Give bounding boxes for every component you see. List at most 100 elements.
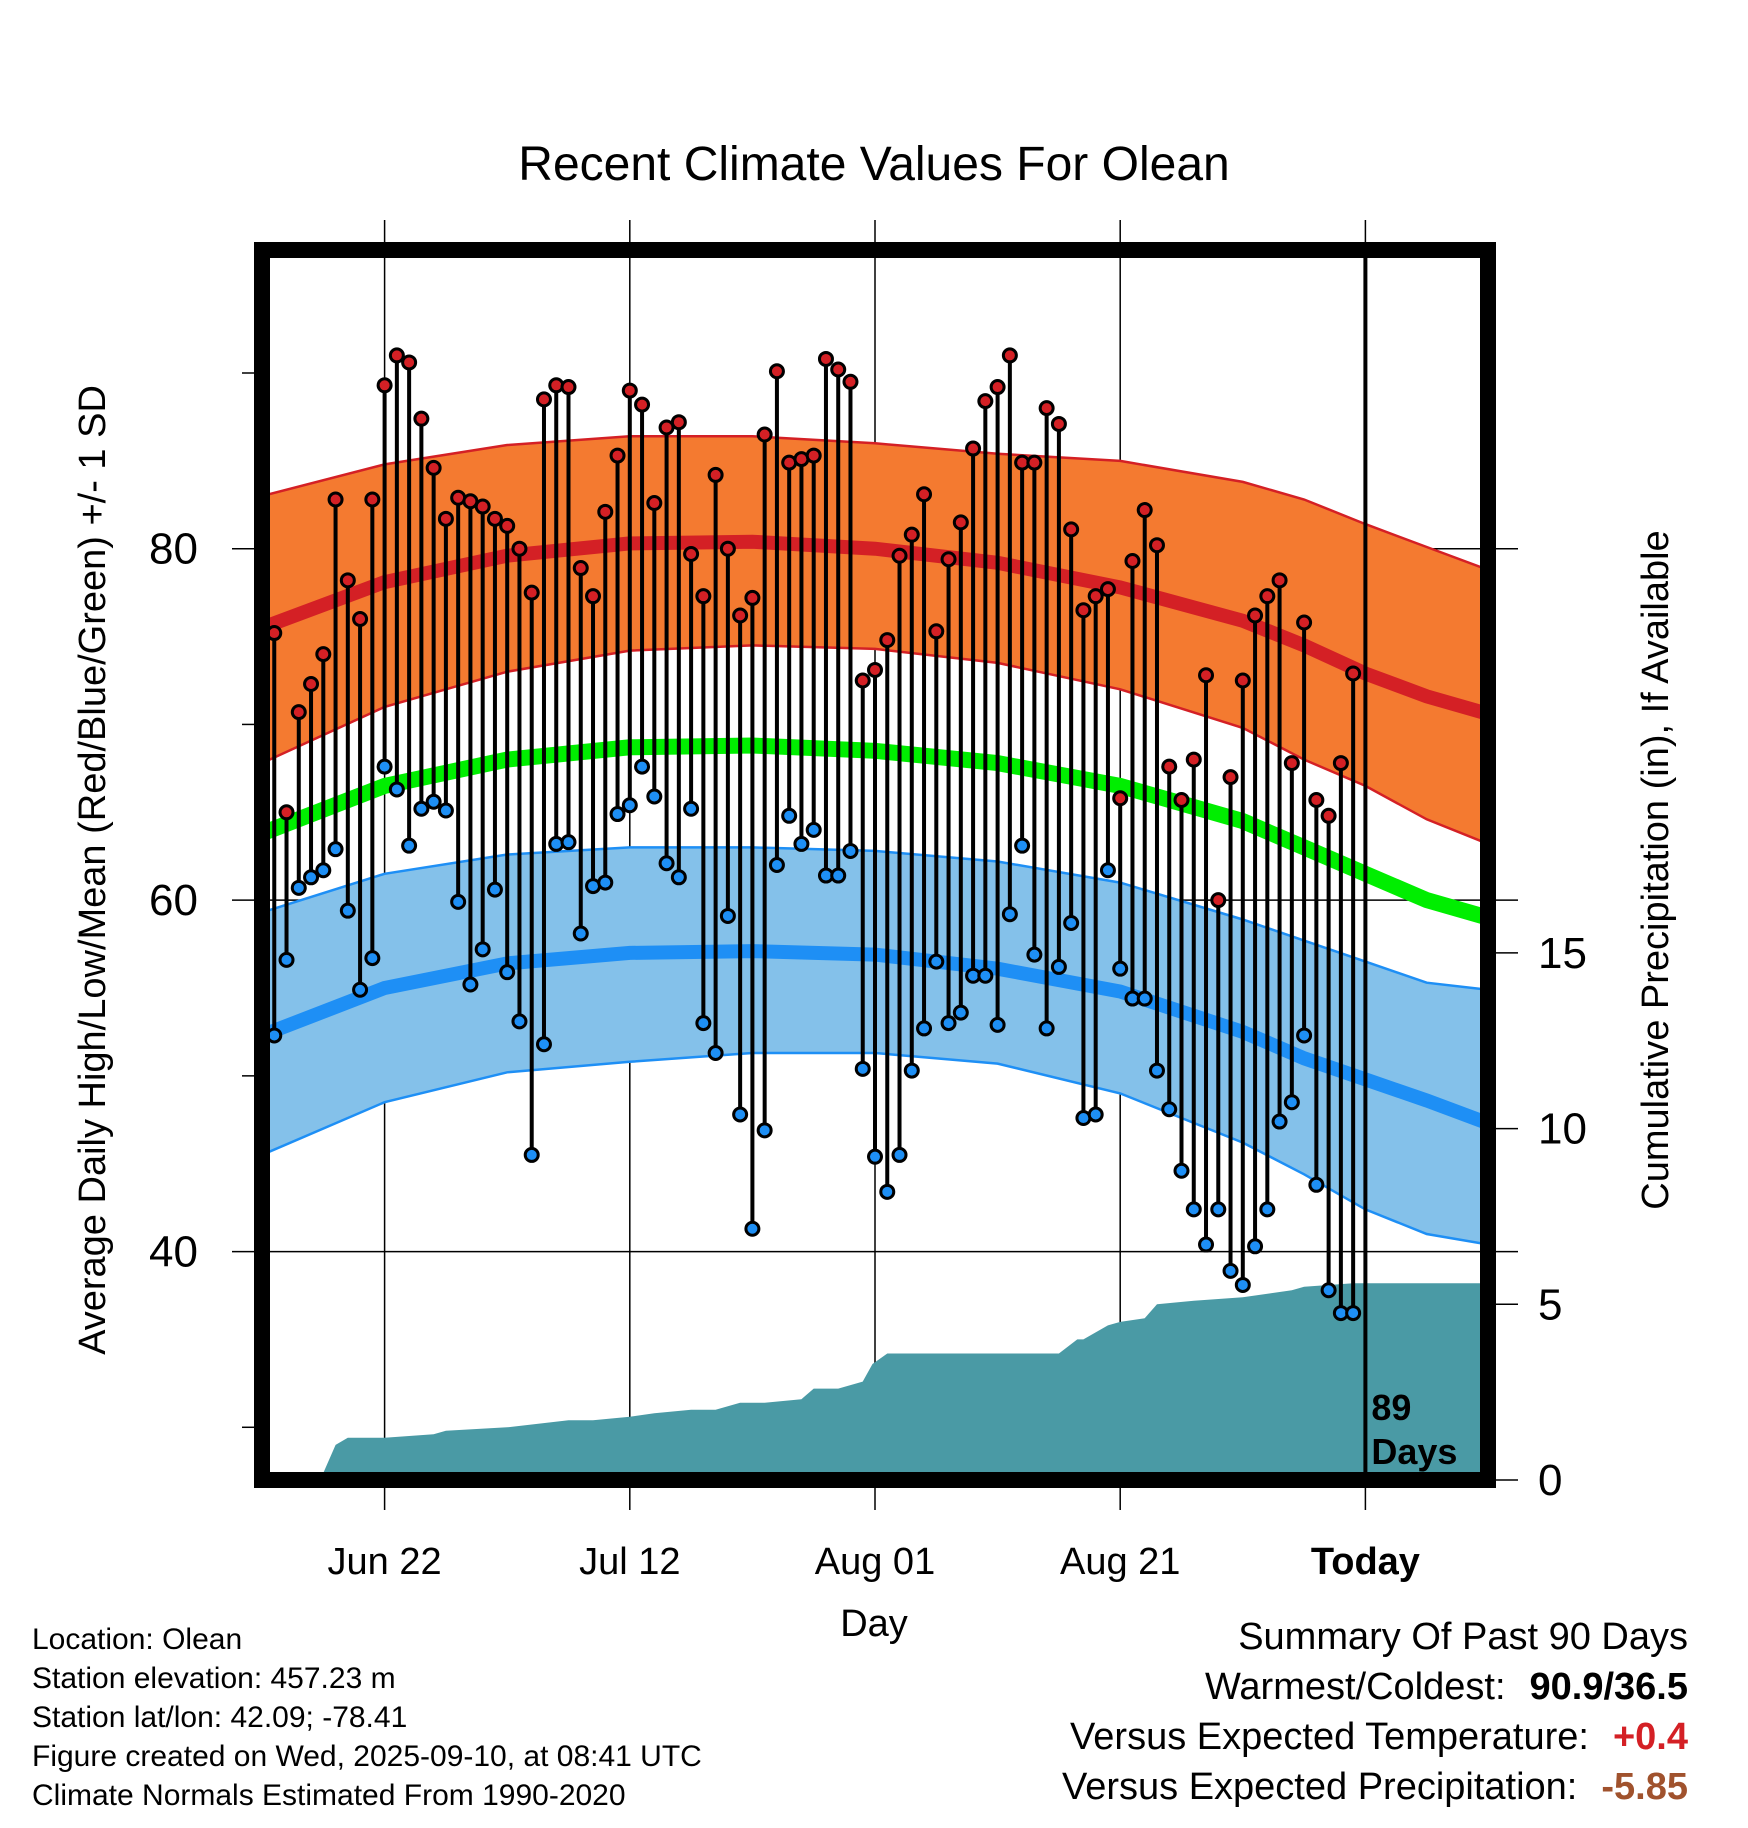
- daily-low-point: [1001, 906, 1018, 923]
- location-text: Location: Olean: [32, 1623, 243, 1656]
- daily-low-point: [597, 874, 614, 891]
- daily-low-point: [609, 806, 626, 823]
- daily-low-point: [1222, 1262, 1239, 1279]
- daily-high-point: [597, 503, 614, 520]
- daily-high-point: [278, 804, 295, 821]
- daily-high-point: [1308, 791, 1325, 808]
- y-tick-label: 80: [149, 525, 198, 574]
- daily-low-point: [805, 821, 822, 838]
- daily-low-point: [1345, 1305, 1362, 1322]
- daily-high-point: [1026, 454, 1043, 471]
- x-axis-label: Day: [840, 1603, 908, 1645]
- daily-high-point: [719, 540, 736, 557]
- daily-high-point: [1271, 572, 1288, 589]
- daily-low-point: [879, 1183, 896, 1200]
- daily-high-point: [707, 466, 724, 483]
- daily-high-point: [572, 560, 589, 577]
- daily-high-point: [830, 361, 847, 378]
- daily-high-point: [670, 414, 687, 431]
- daily-high-point: [303, 676, 320, 693]
- daily-high-point: [1283, 755, 1300, 772]
- daily-high-point: [1112, 790, 1129, 807]
- y-tick-label: 40: [149, 1228, 198, 1277]
- daily-high-point: [989, 379, 1006, 396]
- y2-tick-label: 10: [1538, 1105, 1587, 1154]
- daily-low-point: [683, 800, 700, 817]
- daily-high-point: [1050, 415, 1067, 432]
- daily-low-point: [646, 788, 663, 805]
- daily-high-point: [744, 589, 761, 606]
- daily-low-point: [940, 1015, 957, 1032]
- daily-high-point: [1198, 667, 1215, 684]
- daily-high-point: [1075, 602, 1092, 619]
- daily-high-point: [805, 447, 822, 464]
- temp-label: Versus Expected Temperature:: [1070, 1716, 1589, 1758]
- daily-high-point: [1234, 672, 1251, 689]
- daily-low-point: [744, 1220, 761, 1237]
- temp-value: +0.4: [1612, 1716, 1688, 1758]
- daily-high-point: [315, 646, 332, 663]
- summary-warm-cold: Warmest/Coldest: 90.9/36.5: [1062, 1662, 1688, 1712]
- daily-high-point: [1247, 607, 1264, 624]
- daily-high-point: [768, 363, 785, 380]
- summary-panel: Summary Of Past 90 Days Warmest/Coldest:…: [1062, 1612, 1688, 1812]
- y-tick-label: 60: [149, 876, 198, 925]
- daily-high-point: [425, 459, 442, 476]
- precip-area: [262, 1283, 1488, 1480]
- daily-low-point: [511, 1013, 528, 1030]
- daily-low-point: [450, 893, 467, 910]
- daily-high-point: [891, 547, 908, 564]
- daily-low-point: [352, 981, 369, 998]
- daily-low-point: [1136, 990, 1153, 1007]
- daily-high-point: [940, 551, 957, 568]
- daily-low-point: [634, 758, 651, 775]
- daily-high-point: [290, 704, 307, 721]
- daily-low-point: [854, 1060, 871, 1077]
- daily-high-point: [1001, 347, 1018, 364]
- daily-low-point: [916, 1020, 933, 1037]
- elevation-text: Station elevation: 457.23 m: [32, 1662, 396, 1695]
- daily-low-point: [903, 1062, 920, 1079]
- daily-high-point: [965, 440, 982, 457]
- x-tick-label: Jul 12: [579, 1541, 680, 1583]
- daily-low-point: [401, 837, 418, 854]
- daily-low-point: [658, 855, 675, 872]
- daily-low-point: [952, 1004, 969, 1021]
- daily-low-point: [1320, 1282, 1337, 1299]
- precip-value: -5.85: [1601, 1766, 1688, 1808]
- daily-low-point: [1112, 960, 1129, 977]
- daily-high-point: [756, 426, 773, 443]
- daily-high-point: [376, 377, 393, 394]
- daily-high-point: [1148, 537, 1165, 554]
- daily-low-point: [474, 941, 491, 958]
- daily-high-point: [523, 584, 540, 601]
- daily-high-point: [499, 517, 516, 534]
- daily-low-point: [768, 857, 785, 873]
- daily-low-point: [1063, 914, 1080, 931]
- daily-high-point: [842, 373, 859, 390]
- daily-high-point: [437, 510, 454, 527]
- daily-low-point: [867, 1148, 883, 1165]
- daily-low-point: [1247, 1238, 1264, 1255]
- daily-low-point: [1308, 1176, 1325, 1193]
- x-tick-label: Aug 21: [1060, 1541, 1180, 1583]
- daily-high-point: [535, 391, 552, 408]
- daily-low-point: [1296, 1027, 1313, 1044]
- daily-low-point: [1173, 1162, 1190, 1179]
- daily-high-point: [1038, 400, 1055, 417]
- daily-high-point: [1161, 758, 1178, 775]
- daily-low-point: [1014, 837, 1031, 854]
- daily-high-point: [388, 347, 405, 364]
- daily-low-point: [425, 793, 442, 810]
- daily-low-point: [977, 967, 994, 984]
- daily-low-point: [719, 907, 736, 924]
- daily-low-point: [1161, 1101, 1178, 1118]
- daily-high-point: [1332, 755, 1349, 772]
- daily-low-point: [1234, 1276, 1251, 1293]
- daily-high-point: [817, 350, 834, 367]
- daily-high-point: [1136, 502, 1153, 519]
- daily-low-point: [278, 951, 295, 968]
- daily-high-point: [1099, 581, 1116, 598]
- y2-tick-label: 15: [1538, 929, 1587, 978]
